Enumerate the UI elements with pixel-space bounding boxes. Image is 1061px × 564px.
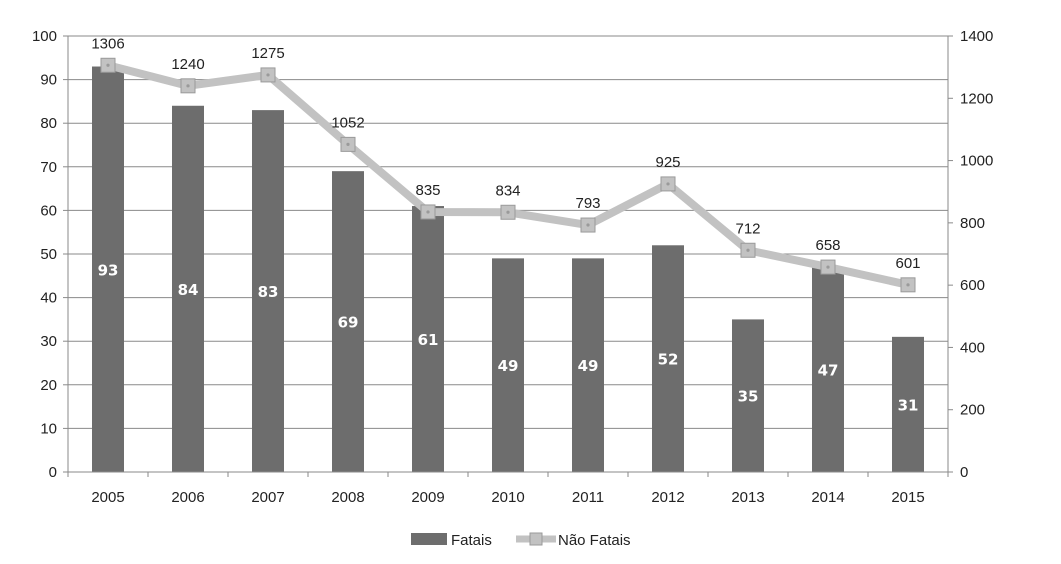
y-right-tick-label: 800 — [960, 215, 985, 232]
bar-fatais — [652, 245, 684, 472]
legend-marker-nao-fatais — [529, 532, 543, 546]
bar-fatais — [732, 319, 764, 472]
x-tick-label: 2006 — [171, 489, 204, 506]
y-right-tick-label: 1200 — [960, 90, 993, 107]
bar-fatais — [812, 267, 844, 472]
line-data-label: 601 — [895, 255, 920, 272]
y-left-tick-label: 70 — [40, 159, 57, 176]
y-left-tick-label: 30 — [40, 333, 57, 350]
y-right-tick-label: 400 — [960, 339, 985, 356]
bar-fatais — [172, 105, 204, 472]
line-data-label: 1306 — [91, 35, 124, 52]
y-right-tick-label: 600 — [960, 277, 985, 294]
y-right-tick-label: 0 — [960, 464, 968, 481]
bar-data-label: 93 — [98, 261, 119, 279]
line-point-center-dot — [346, 142, 350, 146]
bar-data-label: 61 — [418, 331, 439, 349]
y-left-tick-label: 80 — [40, 115, 57, 132]
bar-fatais — [572, 258, 604, 472]
y-left-tick-label: 20 — [40, 377, 57, 394]
bar-fatais — [252, 110, 284, 473]
bar-data-label: 35 — [738, 388, 759, 406]
bar-data-label: 47 — [818, 362, 839, 380]
line-data-label: 1240 — [171, 56, 204, 73]
legend-label-fatais: Fatais — [451, 532, 492, 549]
y-left-tick-label: 90 — [40, 72, 57, 89]
y-left-tick-label: 0 — [49, 464, 57, 481]
bar-fatais — [412, 206, 444, 473]
line-point-center-dot — [746, 248, 750, 252]
bar-data-label: 31 — [898, 396, 919, 414]
x-tick-label: 2008 — [331, 489, 364, 506]
bar-data-label: 84 — [178, 281, 199, 299]
bar-fatais — [332, 171, 364, 472]
line-data-label: 925 — [655, 154, 680, 171]
line-data-label: 834 — [495, 182, 520, 199]
line-data-label: 793 — [575, 195, 600, 212]
line-data-label: 1275 — [251, 45, 284, 62]
legend-swatch-fatais — [411, 533, 447, 545]
x-tick-label: 2009 — [411, 489, 444, 506]
x-tick-label: 2010 — [491, 489, 524, 506]
line-data-label: 712 — [735, 220, 760, 237]
bar-data-label: 49 — [578, 357, 599, 375]
line-point-center-dot — [106, 63, 110, 67]
y-right-tick-label: 200 — [960, 402, 985, 419]
line-point-center-dot — [586, 223, 590, 227]
y-left-tick-label: 60 — [40, 202, 57, 219]
y-left-tick-label: 50 — [40, 246, 57, 263]
x-tick-label: 2007 — [251, 489, 284, 506]
line-point-center-dot — [186, 84, 190, 88]
y-left-tick-label: 10 — [40, 420, 57, 437]
line-point-center-dot — [826, 265, 830, 269]
line-point-center-dot — [426, 210, 430, 214]
bar-data-label: 52 — [658, 351, 679, 369]
bar-data-label: 69 — [338, 314, 359, 332]
bar-fatais — [492, 258, 524, 472]
legend-label-nao-fatais: Não Fatais — [558, 532, 631, 549]
x-tick-label: 2011 — [572, 489, 604, 506]
axes: 0102030405060708090100020040060080010001… — [32, 28, 993, 506]
line-point-center-dot — [506, 210, 510, 214]
bar-data-label: 49 — [498, 357, 519, 375]
bar-fatais — [892, 336, 924, 472]
x-tick-label: 2014 — [811, 489, 844, 506]
y-right-tick-label: 1000 — [960, 153, 993, 170]
x-tick-label: 2013 — [731, 489, 764, 506]
line-data-label: 835 — [415, 182, 440, 199]
line-path-nao-fatais — [107, 61, 909, 289]
bar-data-label: 83 — [258, 283, 279, 301]
y-left-tick-label: 100 — [32, 28, 57, 45]
line-point-center-dot — [666, 182, 670, 186]
line-point-center-dot — [266, 73, 270, 77]
y-right-tick-label: 1400 — [960, 28, 993, 45]
x-tick-label: 2015 — [891, 489, 924, 506]
line-series-nao-fatais: 1306 1240 1275 1052 835 834 793 925 712 658 601 — [91, 35, 921, 293]
y-left-tick-label: 40 — [40, 290, 57, 307]
line-data-label: 658 — [815, 237, 840, 254]
legend: Fatais Não Fatais — [411, 532, 631, 549]
line-point-center-dot — [906, 283, 910, 287]
bar-series-fatais: 93 84 83 69 61 49 49 52 35 47 31 — [92, 66, 924, 473]
x-tick-label: 2012 — [651, 489, 684, 506]
bar-fatais — [92, 66, 124, 473]
line-data-label: 1052 — [331, 114, 364, 131]
x-tick-label: 2005 — [91, 489, 124, 506]
